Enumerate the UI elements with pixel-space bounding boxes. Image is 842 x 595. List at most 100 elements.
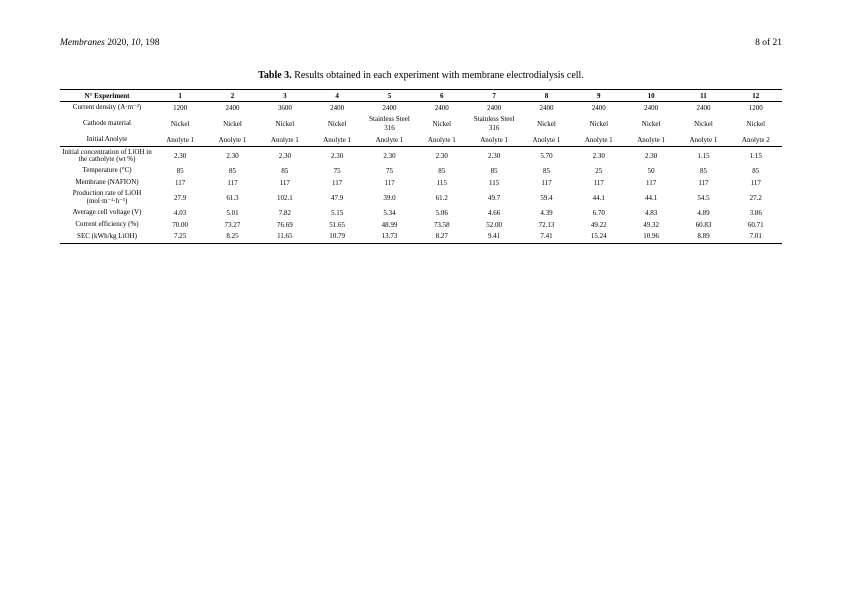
cell: Nickel (677, 114, 729, 135)
cell: Anolyte 1 (206, 134, 258, 146)
results-table: N° Experiment123456789101112 Current den… (60, 89, 782, 244)
table-row: Cathode materialNickelNickelNickelNickel… (60, 114, 782, 135)
cell: 2400 (363, 102, 415, 114)
cell: 49.32 (625, 219, 677, 231)
cell: Anolyte 2 (730, 134, 782, 146)
cell: 52.00 (468, 219, 520, 231)
cell: 85 (730, 165, 782, 177)
cell: 115 (416, 177, 468, 189)
table-col-header: 8 (520, 90, 572, 102)
cell: Nickel (311, 114, 363, 135)
cell: 44.1 (625, 189, 677, 207)
cell: 8.27 (416, 231, 468, 243)
cell: 44.1 (573, 189, 625, 207)
table-col-header: 9 (573, 90, 625, 102)
row-label: Initial concentration of LiOH in the cat… (60, 147, 154, 166)
row-label: Temperature (°C) (60, 165, 154, 177)
table-col-header: 6 (416, 90, 468, 102)
cell: Anolyte 1 (573, 134, 625, 146)
cell: Anolyte 1 (154, 134, 206, 146)
table-header-row: N° Experiment123456789101112 (60, 90, 782, 102)
table-col-header: 7 (468, 90, 520, 102)
table-col-header: 11 (677, 90, 729, 102)
cell: 85 (206, 165, 258, 177)
cell: 60.83 (677, 219, 729, 231)
cell: 5.01 (206, 207, 258, 219)
cell: 7.82 (259, 207, 311, 219)
cell: 1.15 (730, 147, 782, 166)
table-label: Table 3. (258, 70, 292, 81)
cell: Anolyte 1 (677, 134, 729, 146)
cell: 49.22 (573, 219, 625, 231)
row-label: Initial Anolyte (60, 134, 154, 146)
cell: 2.30 (206, 147, 258, 166)
cell: 27.9 (154, 189, 206, 207)
cell: 117 (625, 177, 677, 189)
cell: 5.15 (311, 207, 363, 219)
row-label: Current density (A·m⁻²) (60, 102, 154, 114)
table-row: Current density (A·m⁻²)12002400360024002… (60, 102, 782, 114)
cell: 85 (468, 165, 520, 177)
cell: 49.7 (468, 189, 520, 207)
row-label: Average cell voltage (V) (60, 207, 154, 219)
cell: 2.30 (311, 147, 363, 166)
cell: 2.30 (416, 147, 468, 166)
cell: 9.41 (468, 231, 520, 243)
table-caption: Table 3. Results obtained in each experi… (60, 70, 782, 81)
cell: 2.30 (573, 147, 625, 166)
cell: 48.99 (363, 219, 415, 231)
cell: 7.41 (520, 231, 572, 243)
cell: 2.30 (468, 147, 520, 166)
row-label: Current efficiency (%) (60, 219, 154, 231)
cell: 2.30 (154, 147, 206, 166)
cell: 10.79 (311, 231, 363, 243)
cell: 117 (520, 177, 572, 189)
cell: 75 (363, 165, 415, 177)
cell: 7.01 (730, 231, 782, 243)
row-label: Production rate of LiOH (mol·m⁻²·h⁻¹) (60, 189, 154, 207)
cell: 8.89 (677, 231, 729, 243)
cell: 5.70 (520, 147, 572, 166)
cell: 1.15 (677, 147, 729, 166)
cell: Nickel (206, 114, 258, 135)
cell: 2400 (625, 102, 677, 114)
table-col-header: 10 (625, 90, 677, 102)
cell: Nickel (520, 114, 572, 135)
journal-name: Membranes (60, 38, 105, 48)
cell: 51.65 (311, 219, 363, 231)
cell: 3.86 (730, 207, 782, 219)
cell: 85 (677, 165, 729, 177)
cell: 73.27 (206, 219, 258, 231)
cell: Anolyte 1 (625, 134, 677, 146)
cell: Nickel (154, 114, 206, 135)
page-number: 8 of 21 (755, 38, 782, 48)
cell: 61.3 (206, 189, 258, 207)
cell: 47.9 (311, 189, 363, 207)
cell: 2.30 (259, 147, 311, 166)
cell: Anolyte 1 (311, 134, 363, 146)
cell: 13.73 (363, 231, 415, 243)
journal-ref: Membranes 2020, 10, 198 (60, 38, 159, 48)
cell: 25 (573, 165, 625, 177)
table-row: Production rate of LiOH (mol·m⁻²·h⁻¹)27.… (60, 189, 782, 207)
cell: 61.2 (416, 189, 468, 207)
cell: 4.89 (677, 207, 729, 219)
cell: Anolyte 1 (416, 134, 468, 146)
cell: 117 (311, 177, 363, 189)
table-col-header: 2 (206, 90, 258, 102)
cell: 73.58 (416, 219, 468, 231)
cell: 3600 (259, 102, 311, 114)
cell: 102.1 (259, 189, 311, 207)
cell: Anolyte 1 (520, 134, 572, 146)
cell: 85 (520, 165, 572, 177)
cell: Stainless Steel 316 (363, 114, 415, 135)
row-label: Cathode material (60, 114, 154, 135)
table-row: Temperature (°C)858585757585858525508585 (60, 165, 782, 177)
row-label: Membrane (NAFION) (60, 177, 154, 189)
cell: 115 (468, 177, 520, 189)
cell: 59.4 (520, 189, 572, 207)
cell: 5.34 (363, 207, 415, 219)
cell: Nickel (573, 114, 625, 135)
table-row: SEC (kWh/kg LiOH)7.258.2511.6510.7913.73… (60, 231, 782, 243)
cell: Nickel (730, 114, 782, 135)
